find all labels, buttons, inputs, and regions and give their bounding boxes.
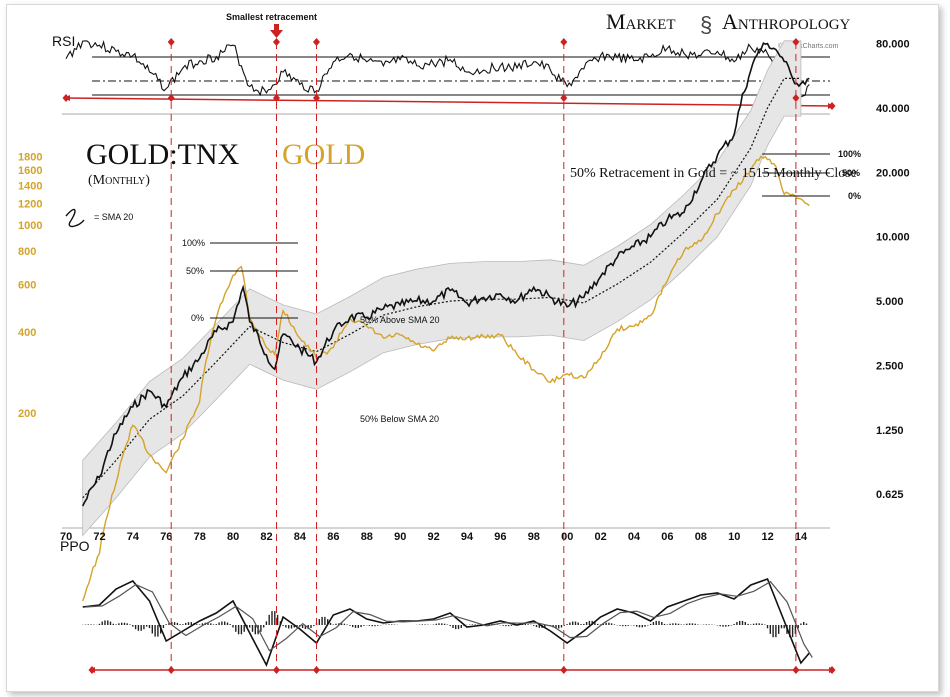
marker-diamond: [792, 94, 800, 102]
ratio-axis-tick: 2.500: [876, 360, 904, 372]
year-axis-tick: 98: [528, 531, 540, 543]
marker-diamond: [167, 38, 175, 46]
band-upper-label: 50% Above SMA 20: [360, 315, 440, 325]
marker-diamond: [560, 666, 568, 674]
year-axis-tick: 70: [60, 531, 72, 543]
marker-diamond: [313, 666, 320, 674]
marker-diamond: [828, 666, 836, 674]
marker-diamond: [167, 666, 175, 674]
fib-2012-50: 50%: [842, 168, 860, 178]
gold-axis-tick: 600: [18, 280, 36, 292]
year-axis-tick: 08: [695, 531, 707, 543]
ratio-axis-tick: 1.250: [876, 425, 904, 437]
year-axis-tick: 96: [494, 531, 506, 543]
ratio-axis-tick: 10.000: [876, 232, 910, 244]
year-axis-tick: 00: [561, 531, 573, 543]
fib-levels-1980: 100% 50% 0%: [182, 238, 298, 323]
marker-diamond: [62, 94, 70, 102]
marker-diamond: [313, 94, 320, 102]
fib-1980-50: 50%: [186, 266, 204, 276]
marker-diamond: [792, 38, 800, 46]
year-axis-tick: 90: [394, 531, 406, 543]
rsi-line: [65, 39, 810, 103]
fib-levels-2012: 100% 50% 0%: [762, 149, 861, 201]
year-axis-tick: 92: [428, 531, 440, 543]
gold-price-axis: 1800 1600 1400 1200 1000 800 600 400 200: [18, 151, 42, 420]
year-axis-tick: 74: [127, 531, 140, 543]
fib-1980-0: 0%: [191, 313, 204, 323]
rsi-support-arrow: [65, 97, 833, 107]
marker-diamond: [273, 38, 280, 46]
ppo-line: [82, 577, 810, 668]
band-lower-label: 50% Below SMA 20: [360, 414, 439, 424]
marker-diamond: [560, 38, 568, 46]
year-axis: 70 72 74 76 78 80 82 84 86 88 90 92 94 96 98 00 02 04 06 08…: [60, 531, 808, 543]
year-axis-tick: 82: [260, 531, 272, 543]
year-axis-tick: 10: [728, 531, 740, 543]
sma20-line: [82, 77, 801, 499]
year-axis-tick: 86: [327, 531, 339, 543]
dna-icon: §: [700, 12, 712, 37]
fib-2012-0: 0%: [848, 191, 861, 201]
sma-legend-swatch: [65, 208, 85, 228]
turning-point-markers: [62, 38, 836, 674]
marker-diamond: [88, 666, 96, 674]
gold-axis-tick: 1400: [18, 181, 42, 193]
gold-axis-tick: 1000: [18, 220, 42, 232]
sma-legend-label: = SMA 20: [94, 212, 133, 222]
gold-axis-tick: 800: [18, 246, 36, 258]
gold-axis-tick: 1200: [18, 199, 42, 211]
brand-anthropology: Anthropology: [722, 9, 851, 34]
year-axis-tick: 06: [661, 531, 673, 543]
year-axis-tick: 94: [461, 531, 474, 543]
chart-title-gold: GOLD: [282, 138, 365, 171]
brand-market: Market: [606, 9, 676, 34]
marker-diamond: [273, 666, 280, 674]
ppo-histogram: [81, 611, 808, 638]
smallest-retracement-label: Smallest retracement: [226, 12, 317, 22]
ppo-label: PPO: [60, 538, 90, 554]
gold-tnx-ratio-line: [81, 42, 810, 507]
ratio-axis-tick: 0.625: [876, 489, 904, 501]
ppo-signal-line: [85, 580, 813, 658]
ratio-axis-tick: 5.000: [876, 296, 904, 308]
ratio-axis: 80.000 40.000 20.000 10.000 5.000 2.500 1.250 0…: [876, 39, 910, 502]
sma-band: [82, 40, 802, 537]
retracement-note: 50% Retracement in Gold = ~ 1515 Monthly…: [570, 166, 857, 181]
gold-axis-tick: 200: [18, 408, 36, 420]
gold-price-line: [82, 155, 810, 602]
marker-diamond: [792, 666, 800, 674]
year-axis-tick: 88: [361, 531, 373, 543]
gold-axis-tick: 1800: [18, 151, 42, 163]
stockcharts-watermark: © StockCharts.com: [778, 42, 839, 50]
year-axis-tick: 14: [795, 531, 808, 543]
year-axis-tick: 02: [595, 531, 607, 543]
down-arrow-icon: [270, 24, 283, 38]
gold-axis-tick: 400: [18, 327, 36, 339]
marker-diamond: [560, 94, 568, 102]
marker-diamond: [273, 94, 280, 102]
year-axis-tick: 80: [227, 531, 239, 543]
chart-title: GOLD:TNX: [86, 138, 240, 171]
chart-subtitle: (Monthly): [88, 173, 150, 188]
year-axis-tick: 76: [160, 531, 172, 543]
ratio-axis-tick: 20.000: [876, 167, 910, 179]
ratio-axis-tick: 80.000: [876, 39, 910, 51]
year-axis-tick: 84: [294, 531, 307, 543]
ratio-axis-tick: 40.000: [876, 103, 910, 115]
fib-1980-100: 100%: [182, 238, 205, 248]
fib-2012-100: 100%: [838, 149, 861, 159]
rsi-label: RSI: [52, 33, 75, 49]
year-axis-tick: 12: [762, 531, 774, 543]
marker-diamond: [828, 102, 836, 110]
chart-frame: [6, 4, 939, 692]
year-axis-tick: 04: [628, 531, 641, 543]
gold-axis-tick: 1600: [18, 165, 42, 177]
marker-diamond: [167, 94, 175, 102]
year-axis-tick: 72: [93, 531, 105, 543]
marker-diamond: [313, 38, 320, 46]
year-axis-tick: 78: [194, 531, 206, 543]
